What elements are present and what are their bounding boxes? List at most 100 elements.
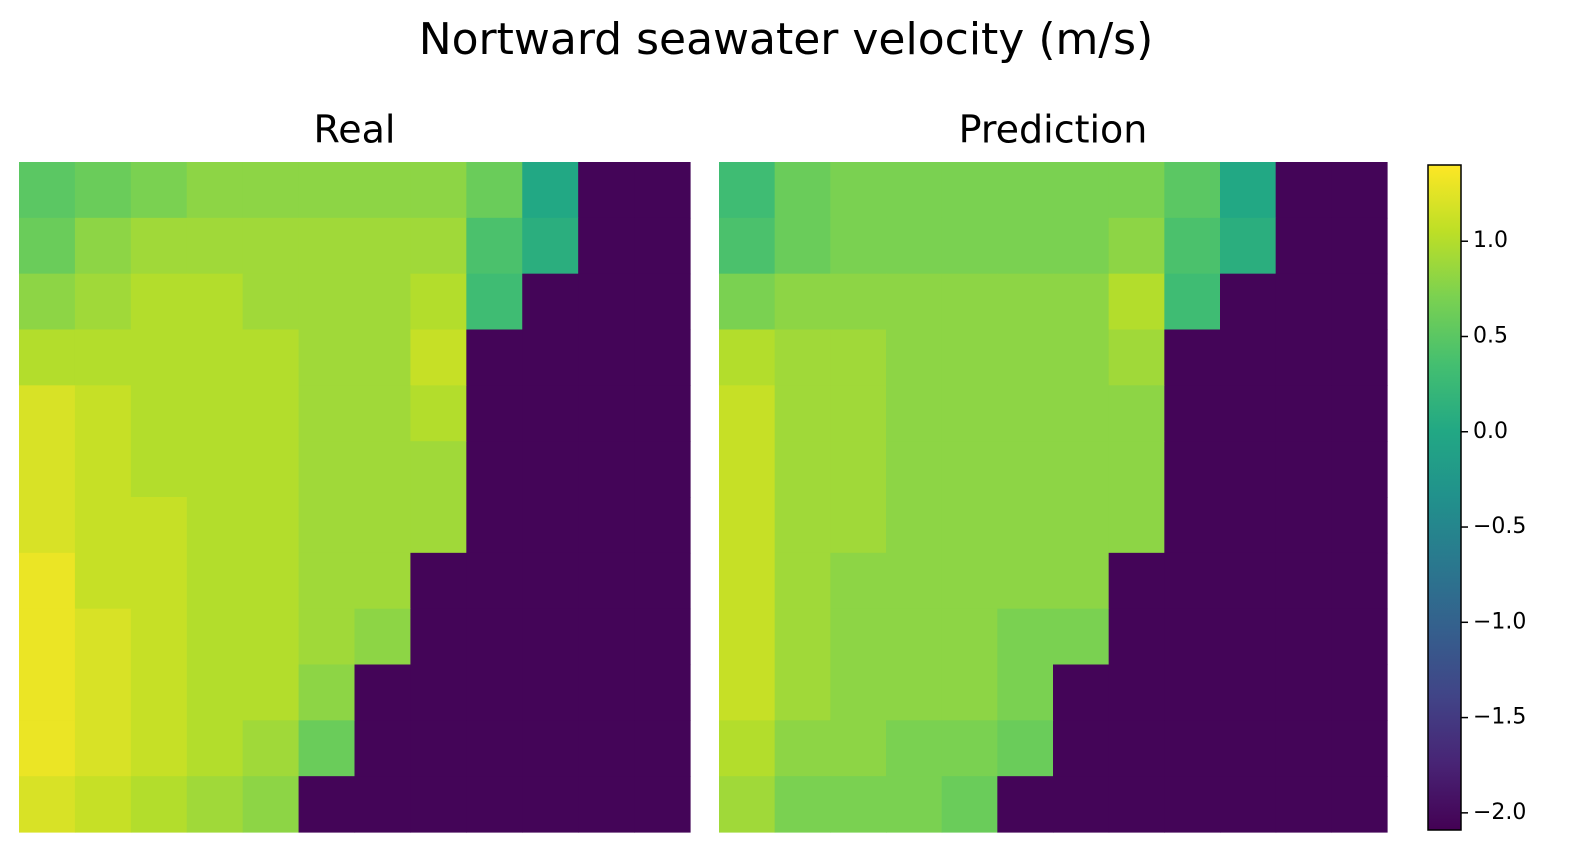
heatmap-cell (19, 497, 76, 554)
heatmap-cell (774, 608, 831, 666)
heatmap-cell (997, 385, 1054, 442)
heatmap-cell (186, 664, 244, 721)
heatmap-cell (19, 664, 76, 721)
heatmap-cell (719, 385, 776, 442)
heatmap-cell (522, 552, 579, 610)
heatmap-cell (19, 385, 76, 442)
heatmap-cell (1108, 217, 1165, 275)
heatmap-cell (74, 720, 132, 777)
heatmap-cell (186, 720, 244, 777)
heatmap-cell (830, 497, 887, 554)
heatmap-cell (1053, 162, 1110, 219)
heatmap-cell (1275, 217, 1332, 275)
panel-title: Real (314, 108, 396, 152)
heatmap-cell (774, 497, 831, 554)
heatmap-cell (130, 162, 188, 219)
heatmap-cell (130, 608, 188, 666)
heatmap-cell (19, 608, 76, 666)
heatmap-cell (886, 273, 943, 331)
heatmap-cell (997, 552, 1054, 610)
heatmap-cell (1331, 720, 1388, 777)
heatmap-cell (774, 441, 831, 498)
heatmap-cell (830, 162, 887, 219)
heatmap-cell (886, 552, 943, 610)
heatmap-cell (1220, 497, 1277, 554)
heatmap-cell (19, 329, 76, 386)
heatmap-cell (1275, 552, 1332, 610)
heatmap-cell (997, 776, 1054, 833)
heatmap-cell (298, 552, 356, 610)
heatmap-cell (1108, 273, 1165, 331)
heatmap-cell (719, 664, 776, 721)
heatmap-cell (522, 776, 579, 833)
heatmap-cell (719, 273, 776, 331)
heatmap-cell (1220, 329, 1277, 386)
heatmap-cell (186, 497, 244, 554)
heatmap-cell (1275, 608, 1332, 666)
heatmap-cell (997, 608, 1054, 666)
heatmap-cell (578, 162, 635, 219)
heatmap-cell (1220, 608, 1277, 666)
heatmap-cell (774, 664, 831, 721)
heatmap-cell (1053, 441, 1110, 498)
heatmap-cell (1108, 329, 1165, 386)
heatmap-cell (410, 273, 467, 331)
heatmap-cell (774, 552, 831, 610)
heatmap-cell (1331, 217, 1388, 275)
heatmap-cell (522, 217, 579, 275)
heatmap-cell (634, 664, 691, 721)
heatmap-cell (354, 329, 412, 386)
heatmap-cell (466, 497, 523, 554)
heatmap-cell (466, 776, 523, 833)
heatmap-cell (830, 385, 887, 442)
heatmap-cell (186, 441, 244, 498)
heatmap-cell (1053, 664, 1110, 721)
heatmap-cell (1164, 720, 1221, 777)
heatmap-cell (1108, 776, 1165, 833)
heatmap-cell (74, 385, 132, 442)
heatmap-cell (1053, 497, 1110, 554)
heatmap-cell (1164, 162, 1221, 219)
heatmap-cell (1220, 162, 1277, 219)
heatmap-cell (886, 385, 943, 442)
heatmap-cell (242, 162, 300, 219)
heatmap-cell (719, 329, 776, 386)
heatmap-cell (410, 664, 467, 721)
heatmap-cell (410, 720, 467, 777)
heatmap-cell (522, 720, 579, 777)
heatmap-cell (578, 273, 635, 331)
heatmap-cell (1164, 608, 1221, 666)
heatmap-cell (1220, 552, 1277, 610)
heatmap-cell (1164, 776, 1221, 833)
heatmap-cell (830, 441, 887, 498)
heatmap-cell (298, 273, 356, 331)
heatmap-cell (466, 608, 523, 666)
heatmap-cell (186, 162, 244, 219)
heatmap-cell (774, 776, 831, 833)
heatmap-cell (1275, 497, 1332, 554)
heatmap-cell (130, 720, 188, 777)
heatmap-cell (886, 441, 943, 498)
heatmap-cell (578, 497, 635, 554)
heatmap-cell (634, 217, 691, 275)
heatmap-cell (242, 217, 300, 275)
heatmap-cell (242, 441, 300, 498)
heatmap-cell (1108, 664, 1165, 721)
heatmap-cell (298, 217, 356, 275)
heatmap-cell (354, 273, 412, 331)
heatmap-cell (774, 720, 831, 777)
heatmap-cell (941, 329, 998, 386)
heatmap-cell (298, 441, 356, 498)
heatmap-cell (774, 273, 831, 331)
heatmap-cell (522, 329, 579, 386)
heatmap-cell (830, 608, 887, 666)
heatmap-cell (1275, 441, 1332, 498)
heatmap-cell (578, 552, 635, 610)
heatmap-cell (522, 273, 579, 331)
heatmap-cell (1331, 441, 1388, 498)
colorbar-tick-label: −1.0 (1473, 609, 1526, 634)
heatmap-cell (886, 497, 943, 554)
heatmap-cell (634, 720, 691, 777)
heatmap-cell (410, 776, 467, 833)
heatmap-cell (1164, 552, 1221, 610)
